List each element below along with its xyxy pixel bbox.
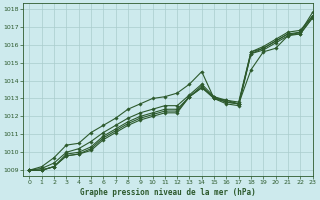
X-axis label: Graphe pression niveau de la mer (hPa): Graphe pression niveau de la mer (hPa) [80, 188, 256, 197]
